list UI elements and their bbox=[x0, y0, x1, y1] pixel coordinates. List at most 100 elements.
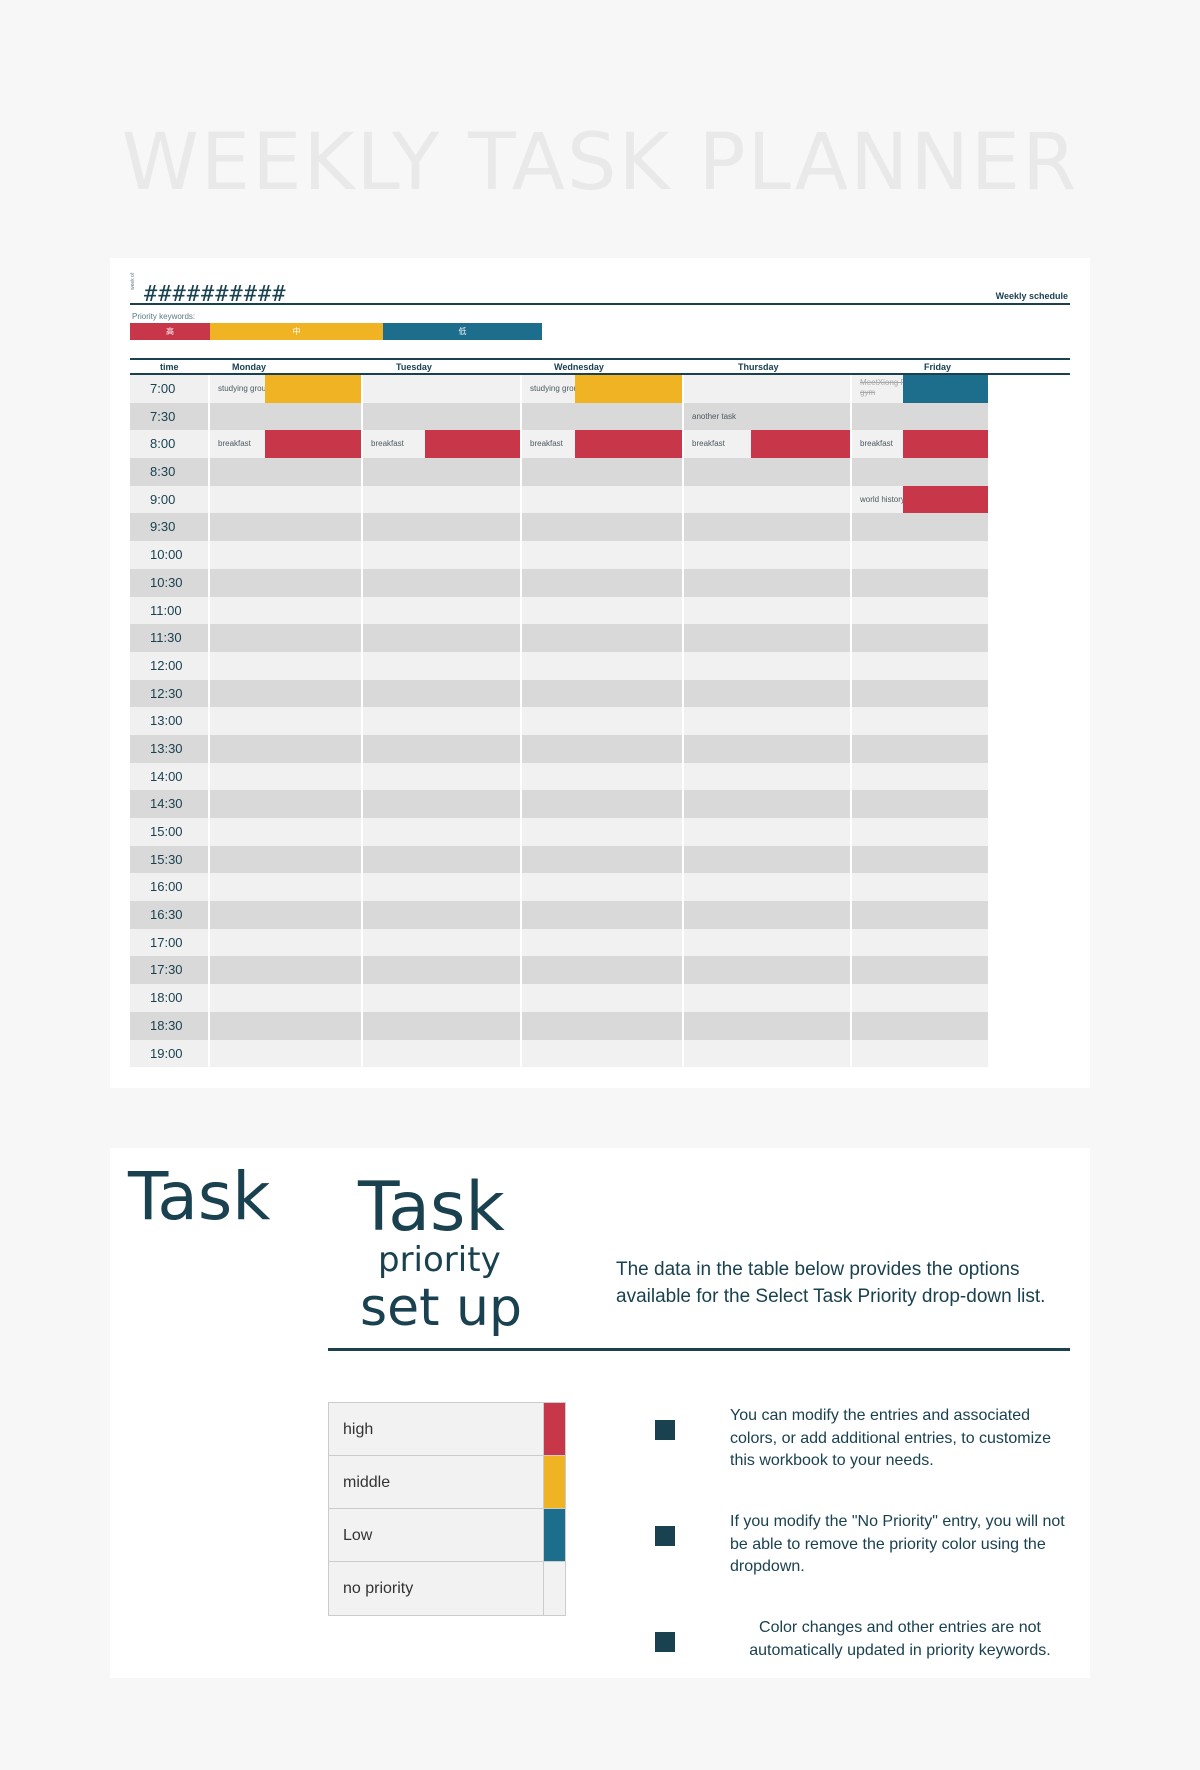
cell-wednesday[interactable] bbox=[522, 679, 684, 708]
cell-monday[interactable] bbox=[210, 458, 363, 486]
cell-tuesday[interactable] bbox=[363, 596, 522, 625]
cell-friday[interactable]: breakfast bbox=[852, 430, 990, 459]
cell-tuesday[interactable] bbox=[363, 734, 522, 763]
cell-thursday[interactable] bbox=[684, 845, 852, 874]
cell-wednesday[interactable] bbox=[522, 762, 684, 791]
cell-tuesday[interactable]: breakfast bbox=[363, 430, 522, 459]
cell-wednesday[interactable] bbox=[522, 1011, 684, 1040]
cell-monday[interactable] bbox=[210, 485, 363, 514]
cell-wednesday[interactable] bbox=[522, 928, 684, 957]
cell-monday[interactable] bbox=[210, 568, 363, 597]
cell-wednesday[interactable] bbox=[522, 845, 684, 874]
cell-monday[interactable] bbox=[210, 402, 363, 431]
cell-tuesday[interactable] bbox=[363, 707, 522, 735]
cell-tuesday[interactable] bbox=[363, 513, 522, 542]
cell-friday[interactable] bbox=[852, 458, 990, 486]
week-date-display[interactable]: ########## bbox=[144, 282, 287, 307]
cell-friday[interactable] bbox=[852, 956, 990, 985]
cell-thursday[interactable]: breakfast bbox=[684, 430, 852, 459]
cell-friday[interactable] bbox=[852, 845, 990, 874]
cell-thursday[interactable] bbox=[684, 651, 852, 680]
cell-monday[interactable] bbox=[210, 707, 363, 735]
cell-wednesday[interactable] bbox=[522, 458, 684, 486]
cell-thursday[interactable] bbox=[684, 818, 852, 846]
cell-tuesday[interactable] bbox=[363, 679, 522, 708]
cell-tuesday[interactable] bbox=[363, 541, 522, 569]
cell-thursday[interactable] bbox=[684, 734, 852, 763]
cell-wednesday[interactable] bbox=[522, 1039, 684, 1068]
cell-monday[interactable]: breakfast bbox=[210, 430, 363, 459]
cell-wednesday[interactable] bbox=[522, 485, 684, 514]
cell-monday[interactable] bbox=[210, 679, 363, 708]
cell-tuesday[interactable] bbox=[363, 845, 522, 874]
cell-wednesday[interactable] bbox=[522, 624, 684, 652]
cell-friday[interactable] bbox=[852, 790, 990, 818]
cell-monday[interactable] bbox=[210, 873, 363, 902]
cell-thursday[interactable] bbox=[684, 458, 852, 486]
cell-tuesday[interactable] bbox=[363, 818, 522, 846]
cell-thursday[interactable] bbox=[684, 375, 852, 403]
cell-friday[interactable]: world history bbox=[852, 485, 990, 514]
cell-wednesday[interactable] bbox=[522, 513, 684, 542]
cell-monday[interactable] bbox=[210, 513, 363, 542]
cell-thursday[interactable] bbox=[684, 707, 852, 735]
cell-thursday[interactable] bbox=[684, 1039, 852, 1068]
cell-monday[interactable] bbox=[210, 624, 363, 652]
cell-wednesday[interactable] bbox=[522, 707, 684, 735]
cell-friday[interactable] bbox=[852, 1039, 990, 1068]
cell-wednesday[interactable] bbox=[522, 901, 684, 929]
cell-tuesday[interactable] bbox=[363, 458, 522, 486]
cell-monday[interactable] bbox=[210, 818, 363, 846]
cell-monday[interactable] bbox=[210, 790, 363, 818]
cell-friday[interactable] bbox=[852, 541, 990, 569]
cell-thursday[interactable] bbox=[684, 873, 852, 902]
cell-tuesday[interactable] bbox=[363, 956, 522, 985]
cell-friday[interactable] bbox=[852, 984, 990, 1012]
priority-row-middle[interactable]: middle bbox=[329, 1456, 565, 1509]
cell-wednesday[interactable] bbox=[522, 956, 684, 985]
cell-monday[interactable]: studying group bbox=[210, 375, 363, 403]
cell-wednesday[interactable] bbox=[522, 818, 684, 846]
cell-wednesday[interactable]: breakfast bbox=[522, 430, 684, 459]
cell-wednesday[interactable] bbox=[522, 596, 684, 625]
cell-tuesday[interactable] bbox=[363, 485, 522, 514]
cell-tuesday[interactable] bbox=[363, 928, 522, 957]
cell-friday[interactable] bbox=[852, 596, 990, 625]
cell-wednesday[interactable] bbox=[522, 568, 684, 597]
cell-tuesday[interactable] bbox=[363, 790, 522, 818]
cell-wednesday[interactable] bbox=[522, 402, 684, 431]
cell-tuesday[interactable] bbox=[363, 1039, 522, 1068]
cell-thursday[interactable] bbox=[684, 513, 852, 542]
priority-row-low[interactable]: Low bbox=[329, 1509, 565, 1562]
cell-wednesday[interactable] bbox=[522, 651, 684, 680]
cell-monday[interactable] bbox=[210, 845, 363, 874]
cell-friday[interactable] bbox=[852, 651, 990, 680]
cell-wednesday[interactable] bbox=[522, 873, 684, 902]
cell-thursday[interactable] bbox=[684, 901, 852, 929]
cell-monday[interactable] bbox=[210, 956, 363, 985]
cell-thursday[interactable]: another task bbox=[684, 402, 852, 431]
cell-friday[interactable] bbox=[852, 624, 990, 652]
priority-row-none[interactable]: no priority bbox=[329, 1562, 565, 1615]
cell-tuesday[interactable] bbox=[363, 984, 522, 1012]
cell-tuesday[interactable] bbox=[363, 624, 522, 652]
cell-friday[interactable] bbox=[852, 734, 990, 763]
cell-wednesday[interactable] bbox=[522, 541, 684, 569]
cell-monday[interactable] bbox=[210, 928, 363, 957]
cell-tuesday[interactable] bbox=[363, 1011, 522, 1040]
cell-friday[interactable] bbox=[852, 568, 990, 597]
cell-thursday[interactable] bbox=[684, 956, 852, 985]
cell-monday[interactable] bbox=[210, 596, 363, 625]
cell-tuesday[interactable] bbox=[363, 762, 522, 791]
cell-thursday[interactable] bbox=[684, 679, 852, 708]
cell-friday[interactable] bbox=[852, 818, 990, 846]
cell-monday[interactable] bbox=[210, 651, 363, 680]
cell-friday[interactable] bbox=[852, 1011, 990, 1040]
cell-thursday[interactable] bbox=[684, 624, 852, 652]
cell-wednesday[interactable] bbox=[522, 734, 684, 763]
cell-thursday[interactable] bbox=[684, 596, 852, 625]
priority-row-high[interactable]: high bbox=[329, 1403, 565, 1456]
cell-tuesday[interactable] bbox=[363, 651, 522, 680]
cell-monday[interactable] bbox=[210, 901, 363, 929]
cell-monday[interactable] bbox=[210, 734, 363, 763]
